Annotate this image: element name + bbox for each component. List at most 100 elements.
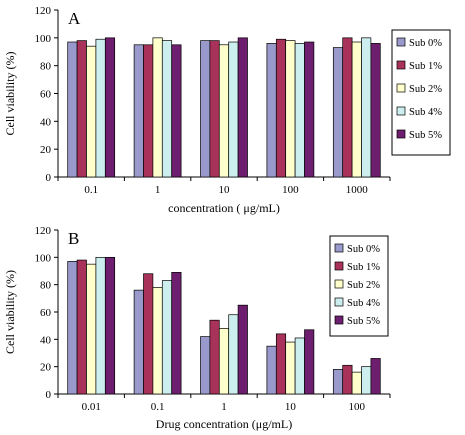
bar-sub-1--100 [275,38,287,178]
bar-sub-2--100 [285,40,296,178]
x-tick-label: 0.01 [82,401,101,413]
y-tick-label: 40 [40,116,52,128]
legend-label: Sub 5% [347,316,380,327]
bar-sub-5--0.01 [104,256,116,395]
bar-sub-5--1000 [370,43,381,178]
legend-label: Sub 0% [347,244,380,255]
x-tick-label: 1 [221,401,227,413]
bar-sub-5--1 [237,304,248,395]
chart-A: 0 20 40 60 80 100 120 Cell viability (%) concent… [3,5,451,215]
legend-label: Sub 4% [347,298,380,309]
legend: Sub 0% Sub 1% Sub 2% Sub 4% Sub 5% [391,29,451,156]
bar-sub-2--0.1 [152,287,163,395]
y-tick-label: 80 [40,61,52,73]
bar-sub-4--1 [228,314,239,395]
bar-sub-5--100 [370,358,381,395]
bar-sub-2--0.01 [86,263,97,395]
x-tick-label: 100 [349,401,366,413]
bar-sub-5--10 [237,37,248,178]
legend-swatch [396,83,406,93]
x-tick-label: 0.1 [151,401,165,413]
legend-swatch [396,60,406,70]
bar-sub-5--1 [171,44,182,178]
y-tick-label: 20 [40,362,52,374]
bar-sub-2--100 [351,371,362,395]
bar-sub-4--100 [294,43,305,178]
y-tick-label: 60 [40,89,52,101]
y-tick-label: 120 [35,5,52,17]
bar-sub-4--1 [161,40,173,178]
bar-sub-4--0.01 [95,256,106,395]
legend-label: Sub 4% [409,107,442,118]
bar-sub-2--0.1 [86,45,97,178]
y-tick-label: 20 [40,144,52,156]
legend-label: Sub 1% [347,262,380,273]
legend-label: Sub 2% [409,84,442,95]
y-tick-label: 80 [40,280,52,292]
bar-sub-0--10 [200,40,211,178]
legend-label: Sub 0% [409,38,442,49]
legend-swatch [396,106,406,116]
bar-sub-1--1000 [342,37,353,178]
chart-B: 0 20 40 60 80 100 120 Cell viability (%) Drug co… [3,225,391,431]
bar-sub-0--0.1 [133,289,144,395]
legend-label: Sub 1% [409,61,442,72]
y-tick-label: 100 [35,33,52,45]
bar-sub-0--0.1 [67,41,78,178]
panel-label: A [68,9,81,28]
bar-sub-1--0.01 [76,259,87,395]
legend-swatch [334,315,344,325]
x-tick-label: 10 [219,184,231,196]
bar-sub-2--1000 [351,41,362,178]
bar-sub-0--1 [133,44,144,178]
bar-sub-0--10 [266,345,277,395]
x-tick-label: 1 [155,184,161,196]
bar-sub-4--1000 [361,37,372,178]
y-tick-label: 40 [40,334,52,346]
bar-sub-4--10 [294,337,305,395]
legend-swatch [334,279,344,289]
bar-sub-2--1 [152,37,163,178]
y-tick-label: 60 [40,307,52,319]
bar-sub-0--1 [200,336,211,395]
bar-sub-1--0.1 [143,273,154,395]
legend-swatch [396,37,406,47]
y-axis-label: Cell viability (%) [3,52,17,136]
bar-sub-1--0.1 [76,40,87,178]
y-axis-label: Cell viability (%) [3,270,17,354]
x-tick-label: 10 [285,401,297,413]
bar-sub-0--0.01 [67,261,78,395]
bar-sub-4--100 [361,366,372,395]
bar-sub-1--10 [275,333,287,395]
legend-swatch [334,297,344,307]
x-tick-label: 1000 [346,184,369,196]
bar-sub-1--1 [143,44,154,178]
legend-label: Sub 5% [409,130,442,141]
legend: Sub 0% Sub 1% Sub 2% Sub 4% Sub 5% [329,235,389,337]
bar-sub-0--100 [266,43,277,178]
legend-label: Sub 2% [347,280,380,291]
bar-sub-5--10 [304,329,315,395]
bar-sub-4--0.1 [161,280,173,395]
bar-sub-1--1 [209,319,220,395]
x-tick-label: 100 [282,184,299,196]
legend-swatch [334,261,344,271]
y-tick-label: 0 [46,172,52,184]
bar-sub-2--10 [285,341,296,395]
bar-sub-5--0.1 [104,37,116,178]
bar-sub-4--0.1 [95,38,106,178]
bar-sub-2--1 [218,328,230,395]
bar-sub-1--100 [342,364,353,395]
bar-sub-5--0.1 [171,272,182,395]
bar-sub-0--100 [332,369,344,395]
y-tick-label: 0 [46,389,52,401]
panel-label: B [68,229,79,248]
x-axis-label: concentration ( μg/mL) [168,201,280,215]
y-tick-label: 100 [35,252,52,264]
bar-sub-0--1000 [332,47,344,178]
legend-swatch [396,129,406,139]
y-tick-label: 120 [35,225,52,237]
bar-sub-4--10 [228,41,239,178]
bar-sub-1--10 [209,40,220,178]
